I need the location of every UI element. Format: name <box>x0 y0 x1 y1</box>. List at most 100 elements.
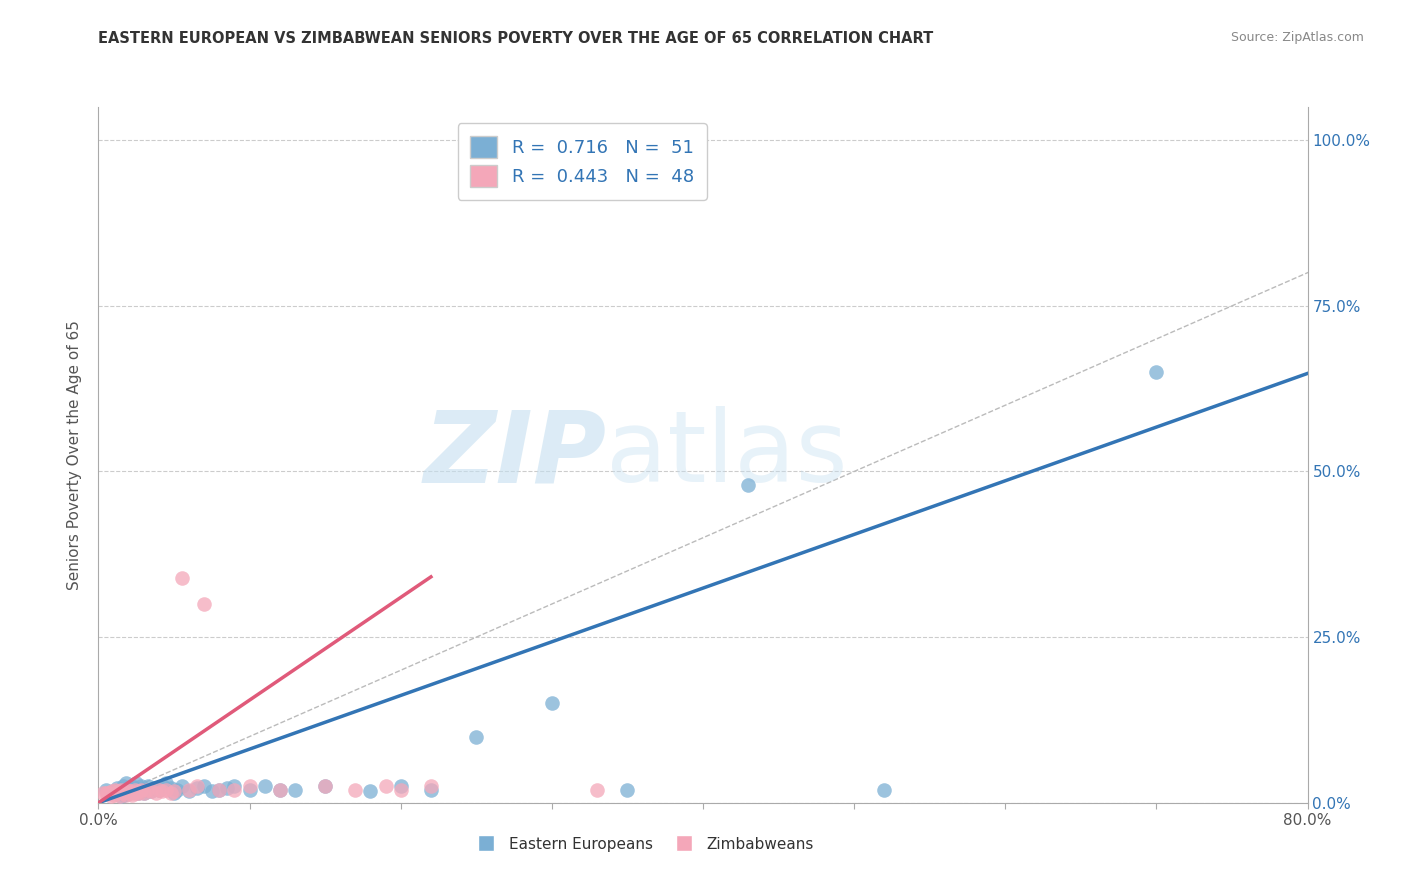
Point <box>239 779 262 793</box>
Point <box>103 784 125 798</box>
Point <box>737 477 759 491</box>
Point <box>127 784 149 798</box>
Point <box>125 786 148 800</box>
Point <box>121 788 143 802</box>
Text: Source: ZipAtlas.com: Source: ZipAtlas.com <box>1230 31 1364 45</box>
Point <box>110 789 132 804</box>
Point <box>284 782 307 797</box>
Point <box>91 786 114 800</box>
Point <box>163 784 186 798</box>
Point <box>193 597 215 611</box>
Point <box>128 786 150 800</box>
Point <box>420 779 443 793</box>
Point <box>141 784 163 798</box>
Point <box>128 782 150 797</box>
Point <box>136 779 159 793</box>
Point <box>873 782 896 797</box>
Point <box>122 786 145 800</box>
Point <box>420 782 443 797</box>
Point <box>389 779 412 793</box>
Point <box>122 784 145 798</box>
Point <box>253 779 276 793</box>
Point <box>129 779 152 793</box>
Point <box>314 779 336 793</box>
Point <box>170 570 193 584</box>
Point <box>344 782 367 797</box>
Point <box>111 779 134 793</box>
Point <box>201 784 224 798</box>
Point <box>160 781 183 796</box>
Point <box>108 789 131 804</box>
Point <box>374 779 396 793</box>
Point <box>166 782 188 797</box>
Point <box>150 784 173 798</box>
Point <box>120 782 142 797</box>
Point <box>127 786 149 800</box>
Point <box>215 781 238 796</box>
Point <box>586 782 609 797</box>
Point <box>124 781 146 796</box>
Point <box>616 782 638 797</box>
Point <box>100 789 122 804</box>
Point <box>105 781 128 796</box>
Point <box>208 782 231 797</box>
Point <box>101 784 124 798</box>
Point <box>160 786 183 800</box>
Point <box>103 788 125 802</box>
Legend: Eastern Europeans, Zimbabweans: Eastern Europeans, Zimbabweans <box>465 830 820 858</box>
Point <box>110 782 132 797</box>
Point <box>114 788 136 802</box>
Point <box>132 786 155 800</box>
Point <box>163 786 186 800</box>
Point <box>114 776 136 790</box>
Point <box>105 786 128 800</box>
Point <box>186 779 208 793</box>
Point <box>239 782 262 797</box>
Point <box>179 784 201 798</box>
Point <box>155 776 177 790</box>
Point <box>1144 365 1167 379</box>
Point <box>134 782 156 797</box>
Point <box>389 782 412 797</box>
Point <box>115 784 138 798</box>
Point <box>224 782 246 797</box>
Point <box>118 786 141 800</box>
Point <box>118 786 141 800</box>
Point <box>148 782 170 797</box>
Point <box>170 779 193 793</box>
Point <box>141 784 163 798</box>
Point <box>143 781 166 796</box>
Point <box>121 779 143 793</box>
Point <box>104 782 127 797</box>
Point <box>208 782 231 797</box>
Point <box>179 782 201 797</box>
Point <box>269 782 291 797</box>
Point <box>145 786 167 800</box>
Point <box>107 784 129 798</box>
Point <box>193 779 215 793</box>
Point <box>148 782 170 797</box>
Text: atlas: atlas <box>606 407 848 503</box>
Point <box>98 786 121 800</box>
Text: EASTERN EUROPEAN VS ZIMBABWEAN SENIORS POVERTY OVER THE AGE OF 65 CORRELATION CH: EASTERN EUROPEAN VS ZIMBABWEAN SENIORS P… <box>98 31 934 46</box>
Point <box>224 779 246 793</box>
Point <box>465 730 488 744</box>
Point <box>152 779 174 793</box>
Point <box>269 782 291 797</box>
Point <box>94 782 117 797</box>
Point <box>112 788 135 802</box>
Point <box>186 781 208 796</box>
Point <box>132 786 155 800</box>
Point <box>314 779 336 793</box>
Y-axis label: Seniors Poverty Over the Age of 65: Seniors Poverty Over the Age of 65 <box>67 320 83 590</box>
Point <box>111 786 134 800</box>
Point <box>540 697 562 711</box>
Text: ZIP: ZIP <box>423 407 606 503</box>
Point <box>115 782 138 797</box>
Point <box>120 784 142 798</box>
Point <box>125 776 148 790</box>
Point <box>112 784 135 798</box>
Point <box>155 782 177 797</box>
Point <box>135 782 157 797</box>
Point <box>124 782 146 797</box>
